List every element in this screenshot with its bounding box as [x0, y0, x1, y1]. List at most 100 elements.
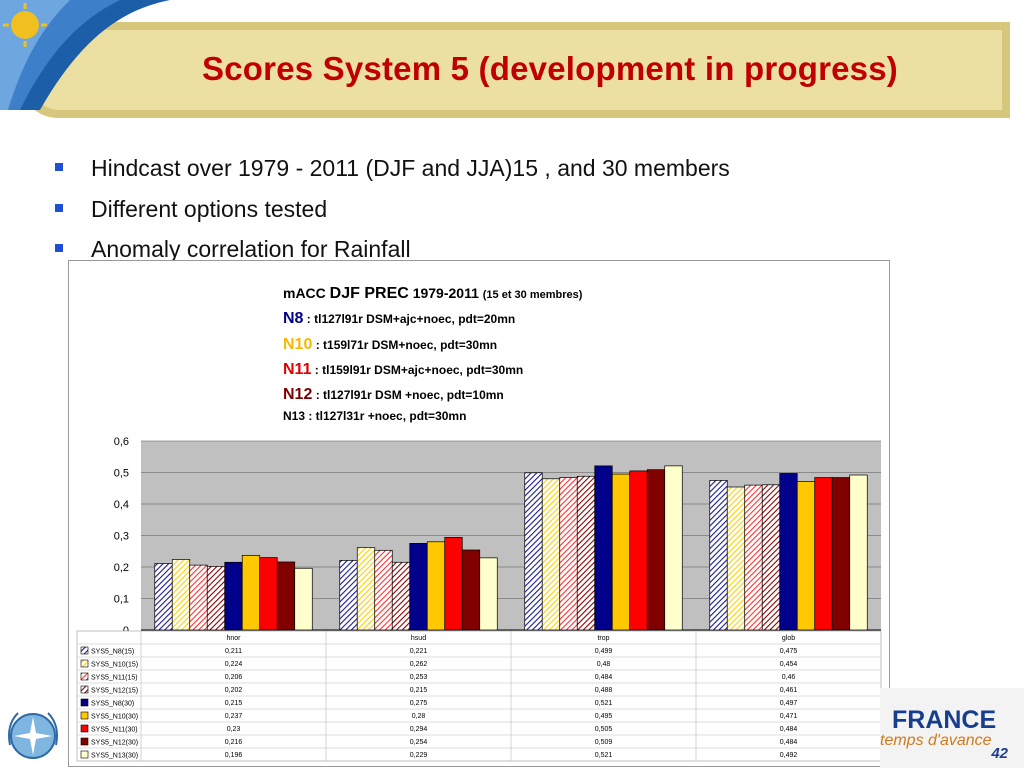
legend-swatch — [80, 711, 89, 720]
plot-area: 00,10,20,30,40,50,6 — [114, 436, 881, 637]
bar-sys5-n11-30--hnor — [259, 557, 278, 631]
y-tick-label: 0,5 — [114, 468, 129, 480]
bar-sys5-n11-30--hsud — [444, 537, 463, 631]
bullet-text: Anomaly correlation for Rainfall — [91, 236, 411, 262]
bar-sys5-n12-30--trop — [646, 469, 666, 631]
table-cell-value: 0,216 — [225, 739, 243, 746]
bar-sys5-n11-15--trop — [559, 477, 578, 631]
bar-sys5-n12-30--hsud — [461, 549, 481, 631]
table-cell-value: 0,471 — [780, 713, 798, 720]
legend-swatch — [80, 724, 89, 733]
bullet-list: Hindcast over 1979 - 2011 (DJF and JJA)1… — [55, 148, 730, 270]
bar-sys5-n13-30--hsud — [479, 557, 498, 631]
table-cell-value: 0,211 — [225, 648, 242, 655]
table-cell-value: 0,275 — [410, 700, 428, 707]
bar-chart: mACC DJF PREC 1979-2011 (15 et 30 membre… — [76, 285, 882, 762]
legend-swatch — [80, 672, 89, 681]
bar-sys5-n11-30--trop — [629, 470, 648, 631]
legend-swatch — [80, 659, 89, 668]
table-cell-value: 0,495 — [595, 713, 613, 720]
table-cell-value: 0,484 — [595, 674, 613, 681]
chart-header-prefix: mACC — [283, 285, 326, 301]
config-line-n8: N8 : tl127l91r DSM+ajc+noec, pdt=20mn — [283, 310, 515, 327]
wmo-logo-icon — [8, 712, 58, 759]
footer-tagline: temps d'avance — [880, 732, 992, 749]
config-line-n12: N12 : tl127l91r DSM +noec, pdt=10mn — [283, 386, 504, 403]
bullet-item: Different options tested — [55, 189, 730, 230]
config-line-n13: N13 : tl127l31r +noec, pdt=30mn — [283, 409, 466, 423]
bar-sys5-n12-30--hnor — [276, 561, 296, 631]
bar-sys5-n11-30--glob — [814, 477, 833, 631]
table-cell-value: 0,488 — [595, 687, 613, 694]
legend-series-name: SYS5_N12(15) — [91, 688, 138, 695]
chart-header-years: 1979-2011 — [413, 285, 479, 301]
table-cell-value: 0,505 — [595, 726, 613, 733]
y-tick-label: 0,3 — [114, 531, 129, 543]
bar-sys5-n12-15--hnor — [206, 566, 226, 631]
chart-header: mACC DJF PREC 1979-2011 (15 et 30 membre… — [283, 285, 583, 302]
legend-series-name: SYS5_N13(30) — [91, 753, 138, 760]
bar-sys5-n8-15--glob — [709, 480, 728, 631]
y-tick-label: 0,4 — [114, 499, 129, 511]
x-category-label: hnor — [226, 635, 241, 642]
bar-sys5-n13-30--trop — [664, 465, 683, 631]
bullet-text: Hindcast over 1979 - 2011 (DJF and JJA)1… — [91, 155, 730, 181]
bullet-item: Hindcast over 1979 - 2011 (DJF and JJA)1… — [55, 148, 730, 189]
bar-sys5-n13-30--hnor — [294, 567, 313, 631]
table-cell-value: 0,253 — [410, 674, 428, 681]
bar-sys5-n8-15--hsud — [339, 560, 358, 631]
legend-swatch — [80, 750, 89, 759]
table-cell-value: 0,294 — [410, 726, 428, 733]
bar-sys5-n12-15--hsud — [391, 561, 411, 631]
x-category-label: trop — [597, 635, 609, 642]
legend-series-name: SYS5_N12(30) — [91, 740, 138, 747]
bar-sys5-n8-15--trop — [524, 472, 543, 631]
corner-logo-icon — [0, 0, 170, 110]
table-cell-value: 0,509 — [595, 739, 613, 746]
x-category-label: glob — [782, 635, 795, 642]
bar-sys5-n8-30--trop — [594, 465, 613, 631]
bar-sys5-n10-15--glob — [726, 486, 746, 631]
config-line-n11: N11 : tl159l91r DSM+ajc+noec, pdt=30mn — [283, 361, 523, 378]
table-cell-value: 0,215 — [225, 700, 243, 707]
footer-brand: FRANCE — [892, 706, 997, 734]
table-cell-value: 0,237 — [225, 713, 243, 720]
table-cell-value: 0,229 — [410, 752, 428, 759]
bar-sys5-n8-30--hnor — [224, 561, 243, 631]
table-cell-value: 0,521 — [595, 752, 613, 759]
table-cell-value: 0,254 — [410, 739, 428, 746]
bar-sys5-n11-15--hnor — [189, 564, 208, 631]
table-cell-value: 0,46 — [782, 674, 796, 681]
bar-sys5-n11-15--glob — [744, 484, 763, 631]
table-cell-value: 0,475 — [780, 648, 798, 655]
legend-swatch — [80, 685, 89, 694]
table-cell-value: 0,28 — [412, 713, 426, 720]
legend-swatch — [80, 646, 89, 655]
bar-sys5-n11-15--hsud — [374, 549, 393, 631]
legend-swatch — [80, 698, 89, 707]
legend-swatch — [80, 737, 89, 746]
bar-sys5-n8-30--hsud — [409, 543, 428, 631]
bullet-square-icon — [55, 244, 63, 252]
table-cell-value: 0,521 — [595, 700, 613, 707]
chart-frame: mACC DJF PREC 1979-2011 (15 et 30 membre… — [68, 260, 890, 767]
table-cell-value: 0,221 — [410, 648, 428, 655]
legend-series-name: SYS5_N8(15) — [91, 649, 134, 656]
legend-series-name: SYS5_N10(30) — [91, 714, 138, 721]
x-category-label: hsud — [411, 635, 426, 642]
config-lines: N8 : tl127l91r DSM+ajc+noec, pdt=20mn N10… — [283, 310, 523, 423]
title-band — [30, 30, 1002, 110]
bar-sys5-n12-15--trop — [576, 475, 596, 631]
chart-header-main: DJF PREC — [330, 285, 410, 302]
table-cell-value: 0,48 — [597, 661, 611, 668]
table-cell-value: 0,461 — [780, 687, 798, 694]
bullet-square-icon — [55, 203, 63, 212]
footer-logo: FRANCE temps d'avance — [880, 688, 1024, 768]
table-cell-value: 0,23 — [227, 726, 241, 733]
table-cell-value: 0,492 — [780, 752, 798, 759]
legend-series-name: SYS5_N11(30) — [91, 727, 138, 734]
data-table: hnor hsud trop glob SYS5_N8(15) 0,211 0,221 0,4… — [76, 630, 882, 762]
bullet-square-icon — [55, 163, 63, 171]
table-cell-value: 0,454 — [780, 661, 798, 668]
legend-series-name: SYS5_N10(15) — [91, 662, 138, 669]
